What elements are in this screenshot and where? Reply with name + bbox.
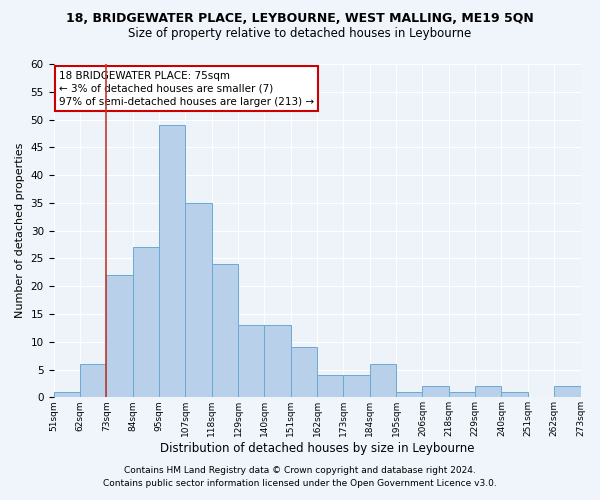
Bar [317,375,343,398]
Bar [80,364,106,398]
Bar [133,248,159,398]
Text: Contains HM Land Registry data © Crown copyright and database right 2024.
Contai: Contains HM Land Registry data © Crown c… [103,466,497,487]
Bar [185,203,212,398]
Bar [106,275,133,398]
Bar [370,364,396,398]
Bar [159,125,185,398]
Text: Size of property relative to detached houses in Leybourne: Size of property relative to detached ho… [128,28,472,40]
Y-axis label: Number of detached properties: Number of detached properties [15,143,25,318]
X-axis label: Distribution of detached houses by size in Leybourne: Distribution of detached houses by size … [160,442,474,455]
Bar [265,325,290,398]
Bar [212,264,238,398]
Bar [238,325,265,398]
Bar [53,392,80,398]
Bar [502,392,528,398]
Bar [422,386,449,398]
Bar [554,386,581,398]
Bar [290,348,317,398]
Text: 18 BRIDGEWATER PLACE: 75sqm
← 3% of detached houses are smaller (7)
97% of semi-: 18 BRIDGEWATER PLACE: 75sqm ← 3% of deta… [59,70,314,107]
Bar [396,392,422,398]
Bar [449,392,475,398]
Bar [343,375,370,398]
Text: 18, BRIDGEWATER PLACE, LEYBOURNE, WEST MALLING, ME19 5QN: 18, BRIDGEWATER PLACE, LEYBOURNE, WEST M… [66,12,534,26]
Bar [475,386,502,398]
